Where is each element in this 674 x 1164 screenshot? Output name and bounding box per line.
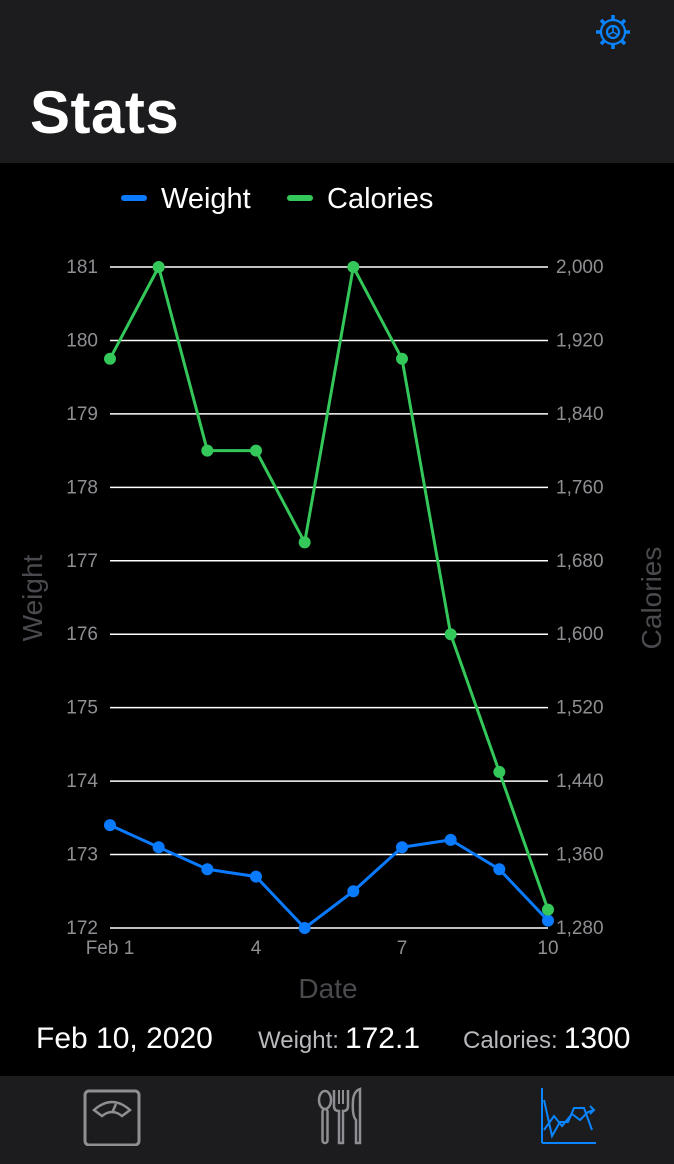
gear-icon <box>596 15 630 49</box>
data-point-calories <box>298 536 311 549</box>
y-left-tick-label: 173 <box>66 845 98 866</box>
y-left-axis-title: Weight <box>17 554 48 641</box>
x-tick-label: Feb 1 <box>86 938 135 959</box>
y-right-tick-label: 1,840 <box>556 404 604 425</box>
tab-bar <box>0 1076 674 1164</box>
data-point-calories <box>347 261 360 273</box>
summary-calories-value: 1300 <box>563 1022 631 1055</box>
legend-label-weight: Weight <box>161 183 251 215</box>
y-right-tick-label: 1,680 <box>556 551 604 572</box>
y-left-tick-label: 174 <box>66 771 98 792</box>
data-point-weight <box>104 819 116 832</box>
summary-weight: Weight: 172.1 <box>258 1022 420 1056</box>
x-tick-label: 10 <box>537 938 558 959</box>
summary-calories-label: Calories: <box>463 1027 558 1054</box>
legend-label-calories: Calories <box>327 183 433 215</box>
summary-calories: Calories: 1300 <box>463 1022 630 1056</box>
x-tick-label: 4 <box>251 938 262 959</box>
summary-weight-label: Weight: <box>258 1027 339 1054</box>
data-point-weight <box>298 922 311 934</box>
data-point-calories <box>104 352 116 365</box>
y-right-tick-label: 1,600 <box>556 624 604 645</box>
data-point-weight <box>250 870 262 883</box>
series-line-calories <box>108 265 550 911</box>
summary-date: Feb 10, 2020 <box>36 1022 213 1055</box>
y-right-tick-label: 1,280 <box>556 918 604 939</box>
tab-stats[interactable] <box>518 1086 618 1154</box>
y-right-axis-title: Calories <box>636 547 667 650</box>
data-point-weight <box>201 863 214 876</box>
y-right-tick-label: 1,360 <box>556 845 604 866</box>
data-point-weight <box>396 841 408 854</box>
y-right-tick-label: 2,000 <box>556 257 604 278</box>
data-point-weight <box>444 833 457 846</box>
chart-icon <box>541 1088 596 1144</box>
y-right-tick-label: 1,520 <box>556 698 604 719</box>
tab-food[interactable] <box>290 1086 390 1154</box>
y-right-tick-label: 1,920 <box>556 330 604 351</box>
y-right-tick-label: 1,760 <box>556 477 604 498</box>
y-left-tick-label: 178 <box>66 477 98 498</box>
y-left-tick-label: 176 <box>66 624 98 645</box>
summary-weight-value: 172.1 <box>344 1022 421 1055</box>
data-point-calories <box>493 765 506 778</box>
data-point-weight <box>493 863 506 876</box>
x-tick-label: 7 <box>397 938 408 959</box>
data-point-weight <box>152 841 165 854</box>
y-left-tick-label: 177 <box>66 551 98 572</box>
y-right-tick-label: 1,440 <box>556 771 604 792</box>
scale-icon <box>83 1089 141 1146</box>
y-left-tick-label: 175 <box>66 698 98 719</box>
y-left-tick-label: 180 <box>66 330 98 351</box>
data-point-calories <box>542 903 554 916</box>
data-point-calories <box>201 444 214 457</box>
data-point-weight <box>347 885 360 898</box>
tab-weight[interactable] <box>62 1086 162 1154</box>
y-left-tick-label: 181 <box>66 257 98 278</box>
y-left-tick-label: 172 <box>66 918 98 939</box>
utensils-icon <box>317 1087 362 1145</box>
data-point-calories <box>250 444 262 457</box>
data-point-weight <box>542 914 554 927</box>
series-line-weight <box>109 823 550 930</box>
data-point-calories <box>396 352 408 365</box>
x-axis-title: Date <box>298 973 357 1004</box>
summary-row: Feb 10, 2020 Weight: 172.1 Calories: 1300 <box>0 1016 674 1066</box>
page-title: Stats <box>30 79 180 146</box>
y-left-tick-label: 179 <box>66 404 98 425</box>
data-point-calories <box>444 628 457 641</box>
header: Stats <box>0 0 674 163</box>
data-point-calories <box>152 261 165 273</box>
settings-button[interactable] <box>593 12 633 52</box>
stats-chart: 172 1,280 173 1,360 174 1,440 175 1,520 176 1,600… <box>17 183 667 1004</box>
